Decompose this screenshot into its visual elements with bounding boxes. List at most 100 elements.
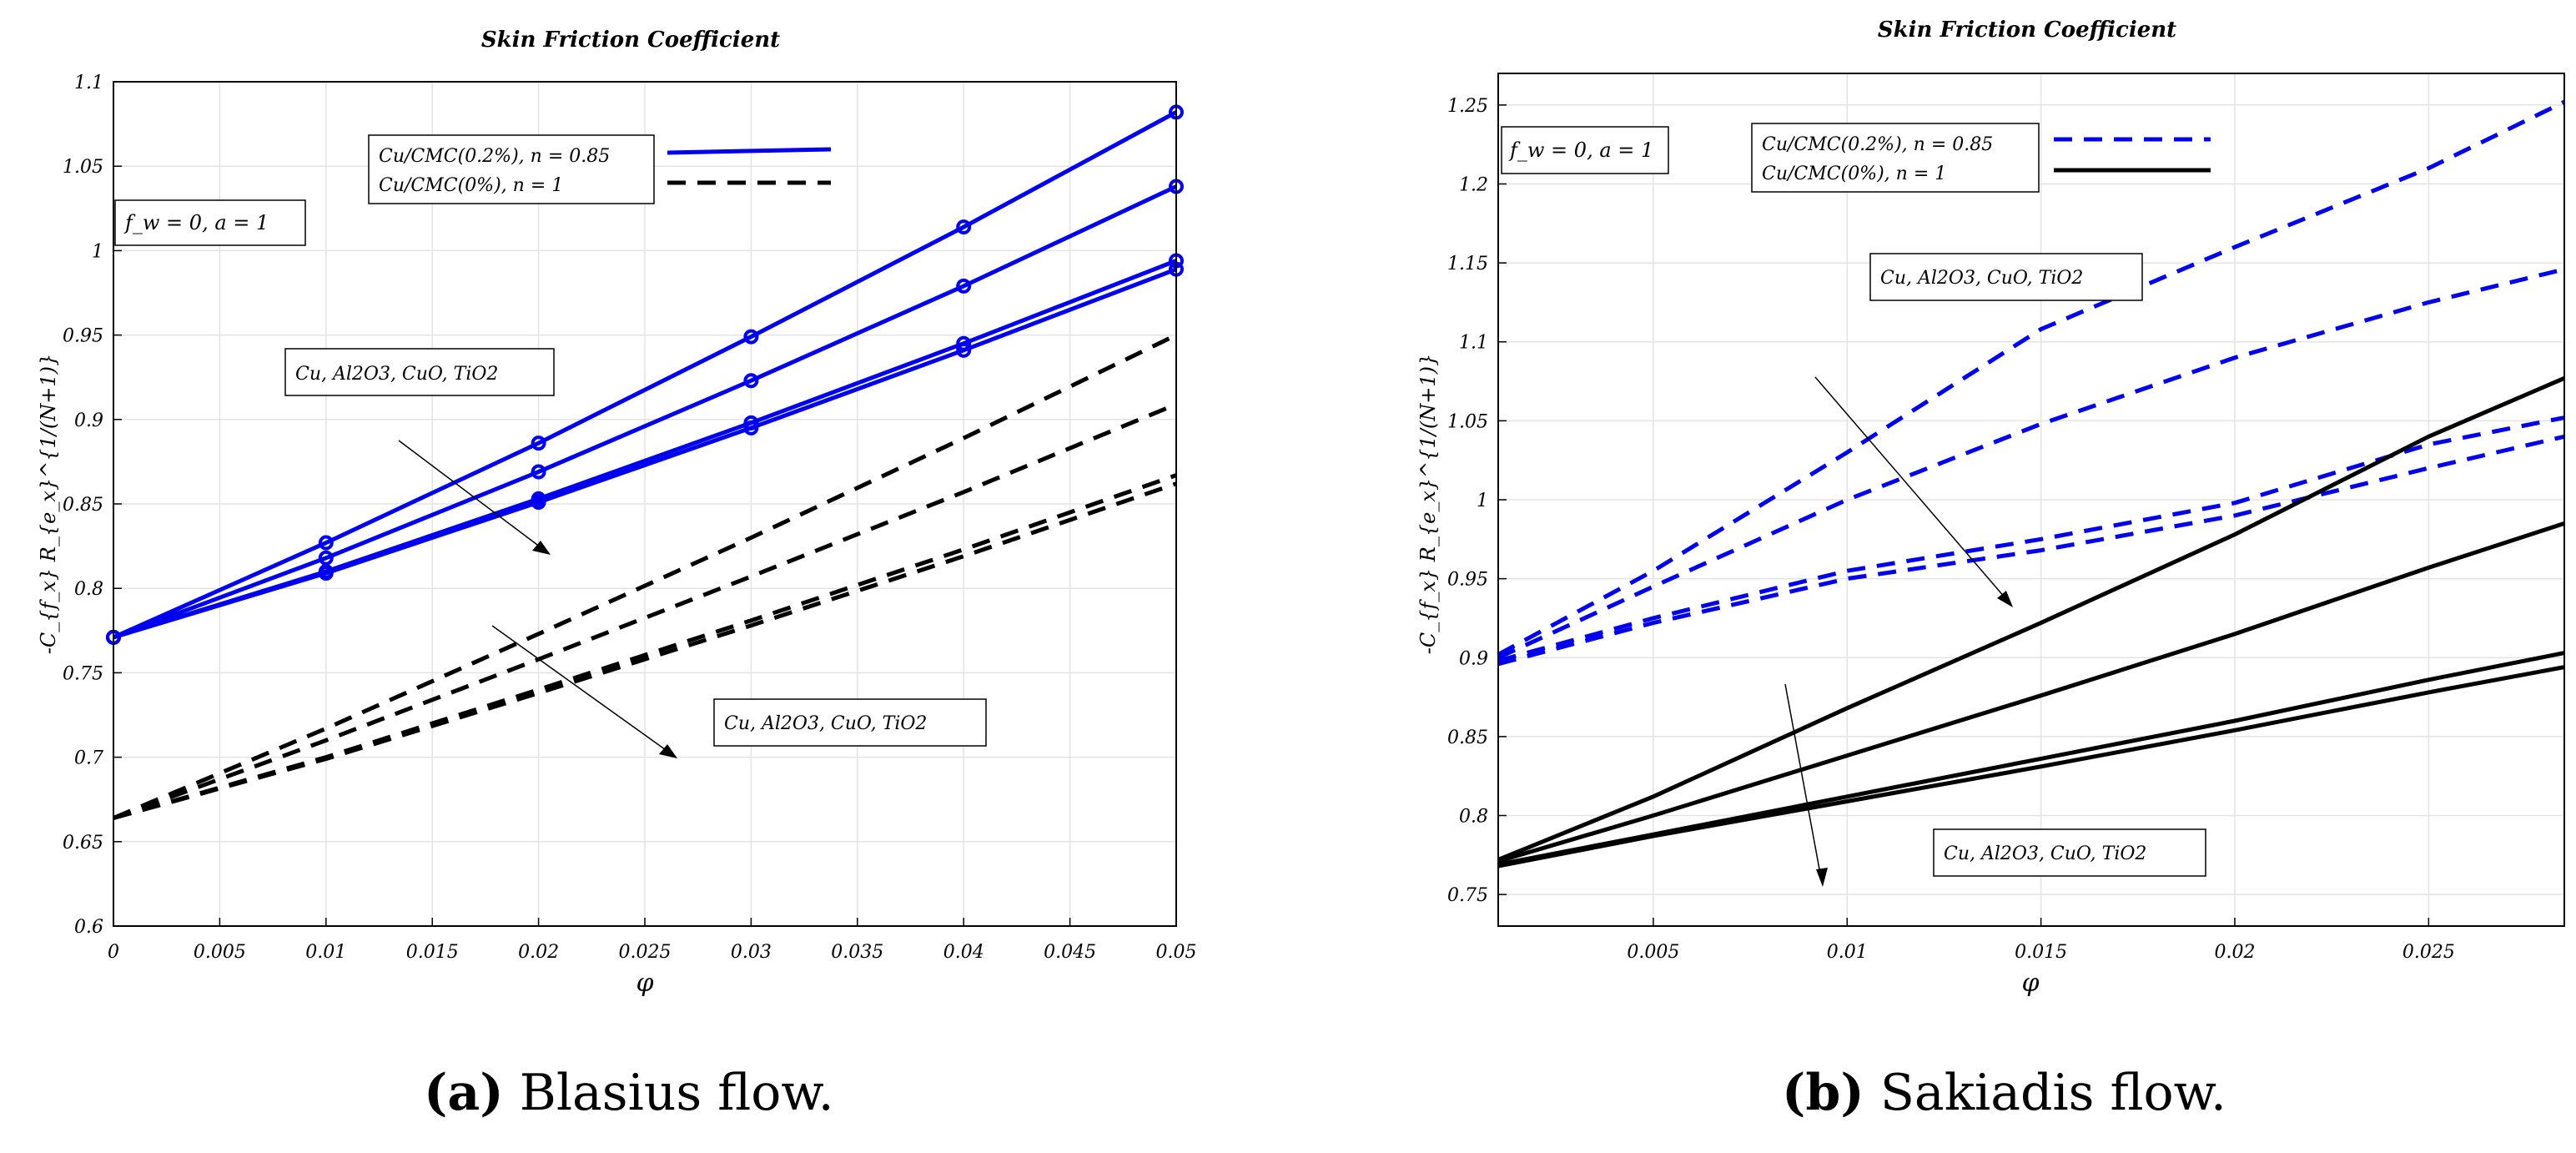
chart-title: Skin Friction Coefficient — [481, 28, 780, 53]
annotation-arrowhead-1 — [1997, 591, 2013, 607]
param-text: f_w = 0, a = 1 — [123, 211, 269, 234]
x-tick-label: 0.03 — [731, 942, 772, 963]
caption-letter: (b) — [1782, 1064, 1864, 1122]
legend-line-1 — [667, 147, 832, 155]
y-tick-label: 0.9 — [1459, 648, 1488, 669]
x-tick-label: 0.035 — [831, 942, 883, 963]
annotation-arrowhead-2 — [1816, 868, 1828, 887]
x-axis-label: φ — [2021, 969, 2039, 998]
chart-title: Skin Friction Coefficient — [1878, 18, 2176, 43]
series-line — [113, 184, 1178, 640]
data-point — [318, 535, 334, 551]
y-tick-label: 1.15 — [1447, 254, 1488, 274]
data-point — [531, 436, 546, 451]
series-line — [1497, 521, 2565, 863]
annotation-label-2: Cu, Al2O3, CuO, TiO2 — [724, 713, 927, 734]
plot-frame — [113, 81, 1177, 927]
y-axis-label: -C_{f_x} R_{e_x}^{1/(N+1)} — [37, 354, 60, 655]
y-tick-label: 0.95 — [1447, 570, 1488, 591]
series-line — [1497, 665, 2565, 869]
x-tick-label: 0.02 — [518, 942, 559, 963]
annotation-arrow-1 — [398, 440, 548, 553]
data-point — [318, 550, 334, 566]
legend — [1751, 123, 2040, 193]
x-tick-label: 0.01 — [305, 942, 346, 963]
x-tick-label: 0 — [108, 942, 119, 963]
y-tick-label: 1.25 — [1447, 96, 1488, 117]
annotation-box-1 — [284, 348, 555, 396]
annotation-arrowhead-2 — [659, 744, 677, 758]
data-point — [318, 565, 334, 581]
data-point — [956, 219, 972, 235]
annotation-arrow-1 — [1814, 376, 2011, 605]
data-point — [956, 278, 972, 294]
series-line — [1497, 434, 2565, 667]
y-tick-label: 0.75 — [1447, 885, 1488, 906]
chart-sakiadis: Skin Friction Coefficient 0.005 0.01 0.015… — [1416, 18, 2566, 998]
legend-label-2: Cu/CMC(0%), n = 1 — [1762, 164, 1946, 184]
series-line — [113, 402, 1177, 820]
y-tick-label: 1 — [92, 241, 103, 262]
data-point — [531, 464, 546, 480]
x-tick-label: 0.02 — [2214, 942, 2255, 963]
x-tick-label: 0.025 — [2402, 942, 2455, 963]
series-line — [1497, 415, 2565, 663]
y-tick-label: 0.85 — [1447, 728, 1488, 748]
caption-letter: (a) — [424, 1064, 504, 1122]
y-tick-label: 1.1 — [1459, 333, 1488, 354]
data-point — [743, 420, 759, 436]
annotation-arrowhead-1 — [532, 541, 551, 555]
annotation-arrow-2 — [1784, 683, 1823, 884]
series-line — [113, 333, 1178, 820]
y-tick-label: 0.7 — [74, 748, 103, 769]
caption-a: (a) Blasius flow. — [424, 1064, 834, 1122]
y-tick-label: 1.1 — [74, 73, 103, 93]
y-axis-label: -C_{f_x} R_{e_x}^{1/(N+1)} — [1416, 354, 1440, 655]
y-tick-labels: 0.6 0.65 0.7 0.75 0.8 0.85 0.9 0.95 1 1.05 1.1 — [63, 73, 103, 938]
annotation-label-1: Cu, Al2O3, CuO, TiO2 — [1880, 268, 2083, 289]
annotation-label-1: Cu, Al2O3, CuO, TiO2 — [295, 364, 498, 385]
x-tick-label: 0.015 — [406, 942, 459, 963]
series-line — [1497, 267, 2565, 660]
y-tick-label: 0.95 — [63, 326, 103, 347]
caption-text: Sakiadis flow. — [1879, 1064, 2226, 1122]
series-line — [1497, 99, 2566, 657]
y-tick-label: 0.65 — [63, 833, 103, 853]
x-tick-label: 0.005 — [194, 942, 246, 963]
annotation-box-2 — [713, 698, 987, 747]
x-tick-label: 0.025 — [619, 942, 672, 963]
caption-b: (b) Sakiadis flow. — [1782, 1064, 2226, 1122]
y-tick-label: 0.9 — [74, 410, 103, 431]
series-group — [1497, 99, 2566, 869]
x-tick-label: 0.045 — [1044, 942, 1096, 963]
y-tick-labels: 0.75 0.8 0.85 0.9 0.95 1 1.05 1.1 1.15 1.2 1.25 — [1447, 96, 1488, 906]
data-point — [531, 494, 546, 510]
param-box — [114, 199, 306, 246]
param-box — [1501, 126, 1669, 174]
annotation-box-1 — [1869, 253, 2143, 301]
data-point — [956, 342, 972, 358]
y-tick-label: 1.05 — [63, 157, 103, 178]
y-tick-label: 0.85 — [63, 495, 103, 516]
grid — [1498, 73, 2564, 926]
legend-label-2: Cu/CMC(0%), n = 1 — [379, 175, 563, 196]
plot-frame — [1497, 73, 2565, 927]
legend — [368, 134, 655, 204]
y-tick-label: 0.8 — [1459, 807, 1488, 828]
y-tick-label: 1.2 — [1459, 174, 1488, 195]
x-tick-label: 0.015 — [2015, 942, 2067, 963]
param-text: f_w = 0, a = 1 — [1508, 138, 1653, 162]
x-tick-label: 0.005 — [1627, 942, 1679, 963]
x-tick-label: 0.01 — [1827, 942, 1868, 963]
series-line — [1497, 376, 2565, 862]
x-tick-label: 0.04 — [943, 942, 984, 963]
annotation-arrow-2 — [491, 625, 675, 757]
legend-label-1: Cu/CMC(0.2%), n = 0.85 — [379, 146, 610, 167]
y-tick-label: 1.05 — [1447, 411, 1488, 432]
data-point — [743, 373, 759, 389]
y-tick-label: 0.6 — [74, 917, 103, 938]
legend-label-1: Cu/CMC(0.2%), n = 0.85 — [1762, 134, 1993, 155]
y-tick-label: 0.75 — [63, 663, 103, 684]
annotation-box-2 — [1933, 828, 2206, 877]
